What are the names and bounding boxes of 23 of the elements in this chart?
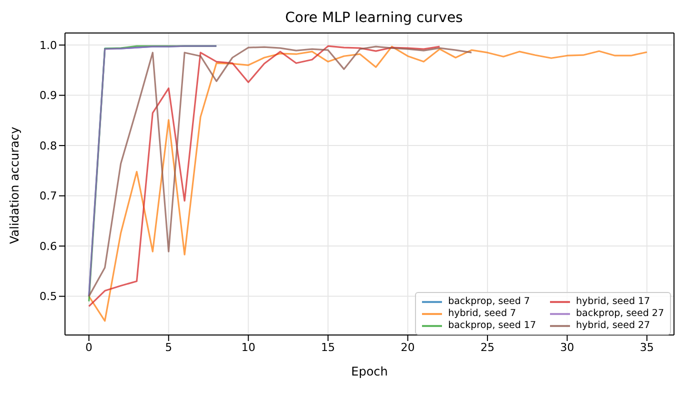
legend-label: hybrid, seed 27 [576,320,650,331]
x-tick-label: 30 [560,340,574,354]
chart-title: Core MLP learning curves [284,10,464,26]
x-tick-label: 5 [165,340,172,354]
y-tick-label: 0.6 [40,240,57,253]
legend-label: backprop, seed 7 [448,296,530,307]
y-tick-label: 0.8 [40,139,57,152]
legend-label: hybrid, seed 17 [576,296,650,307]
x-tick-label: 0 [85,340,92,354]
x-tick-label: 10 [241,340,256,354]
x-tick-label: 35 [640,340,654,354]
x-tick-label: 25 [480,340,494,354]
legend-label: hybrid, seed 7 [448,308,516,319]
y-tick-label: 1.0 [40,38,57,52]
x-tick-label: 15 [321,340,336,354]
x-tick-label: 20 [400,340,415,354]
y-tick-label: 0.9 [40,89,57,102]
legend-label: backprop, seed 17 [448,320,536,331]
y-tick-label: 0.5 [40,290,57,304]
y-axis-title: Validation accuracy [7,126,22,244]
x-axis-title: Epoch [351,364,388,379]
y-tick-label: 0.7 [40,190,57,203]
legend-label: backprop, seed 27 [576,308,664,319]
